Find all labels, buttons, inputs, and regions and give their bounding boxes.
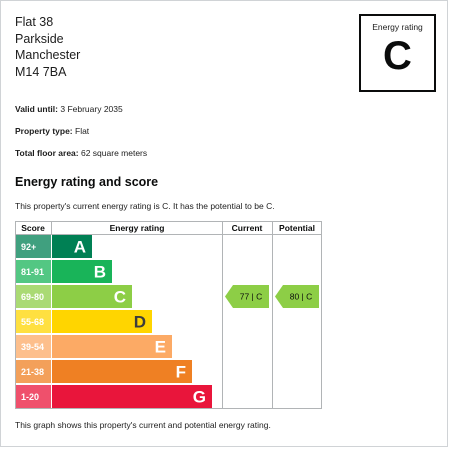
- score-label: 55-68: [21, 317, 44, 327]
- rating-bar: [52, 285, 132, 308]
- rating-letter: E: [155, 338, 166, 357]
- rating-bands: 92+ A 81-91 B 69-80 C 55-68 D 39-54 E 21-38 F 1-20 G: [16, 235, 212, 408]
- rating-letter: A: [74, 238, 86, 257]
- property-type-label: Property type:: [15, 126, 73, 136]
- floor-area-value: 62 square meters: [80, 148, 148, 158]
- energy-rating-letter: C: [383, 34, 412, 78]
- valid-until: Valid until: 3 February 2035: [15, 104, 123, 114]
- footer-text: This graph shows this property's current…: [15, 420, 271, 430]
- rating-bar: [52, 310, 152, 333]
- rating-column-header: Energy rating: [110, 223, 165, 233]
- address-line-1: Flat 38: [15, 15, 54, 29]
- rating-bar: [52, 385, 212, 408]
- rating-bar: [52, 360, 192, 383]
- section-title: Energy rating and score: [15, 175, 159, 189]
- current-rating-marker-label: 77 | C: [240, 292, 263, 302]
- score-cell: [16, 385, 51, 408]
- current-column-header: Current: [232, 223, 263, 233]
- score-cell: [16, 335, 51, 358]
- potential-column-header: Potential: [279, 223, 315, 233]
- rating-letter: B: [94, 263, 106, 282]
- rating-letter: D: [134, 313, 146, 332]
- chart-grid: [15, 221, 322, 409]
- floor-area: Total floor area: 62 square meters: [15, 148, 147, 158]
- property-address: Flat 38 Parkside Manchester M14 7BA: [15, 14, 80, 80]
- rating-markers: 77 | C 80 | C: [225, 285, 319, 308]
- chart-border: [15, 221, 322, 409]
- energy-rating-box-label: Energy rating: [372, 22, 423, 32]
- rating-bar: [52, 235, 92, 258]
- score-cell: [16, 235, 51, 258]
- score-label: 21-38: [21, 367, 44, 377]
- score-cell: [16, 310, 51, 333]
- score-cell: [16, 285, 51, 308]
- energy-rating-chart: Score Energy rating Current Potential 92…: [15, 221, 322, 409]
- potential-rating-marker-label: 80 | C: [290, 292, 313, 302]
- potential-rating-marker: [275, 285, 319, 308]
- score-label: 81-91: [21, 267, 44, 277]
- valid-until-value: 3 February 2035: [60, 104, 123, 114]
- property-type: Property type: Flat: [15, 126, 89, 136]
- score-label: 39-54: [21, 342, 44, 352]
- score-cell: [16, 360, 51, 383]
- score-cell: [16, 260, 51, 283]
- rating-letter: G: [193, 388, 206, 407]
- property-type-value: Flat: [75, 126, 90, 136]
- floor-area-label: Total floor area:: [15, 148, 79, 158]
- rating-letter: F: [176, 363, 186, 382]
- current-rating-marker: [225, 285, 269, 308]
- address-line-3: Manchester: [15, 48, 81, 62]
- address-line-2: Parkside: [15, 31, 64, 46]
- score-label: 1-20: [21, 392, 39, 402]
- intro-text: This property's current energy rating is…: [15, 201, 275, 211]
- score-label: 92+: [21, 242, 36, 252]
- address-postcode: M14 7BA: [15, 64, 67, 79]
- rating-letter: C: [114, 288, 126, 307]
- energy-rating-box: Energy rating C: [359, 14, 436, 92]
- valid-until-label: Valid until:: [15, 104, 58, 114]
- score-label: 69-80: [21, 292, 44, 302]
- rating-bar: [52, 335, 172, 358]
- rating-bar: [52, 260, 112, 283]
- score-column-header: Score: [21, 223, 45, 233]
